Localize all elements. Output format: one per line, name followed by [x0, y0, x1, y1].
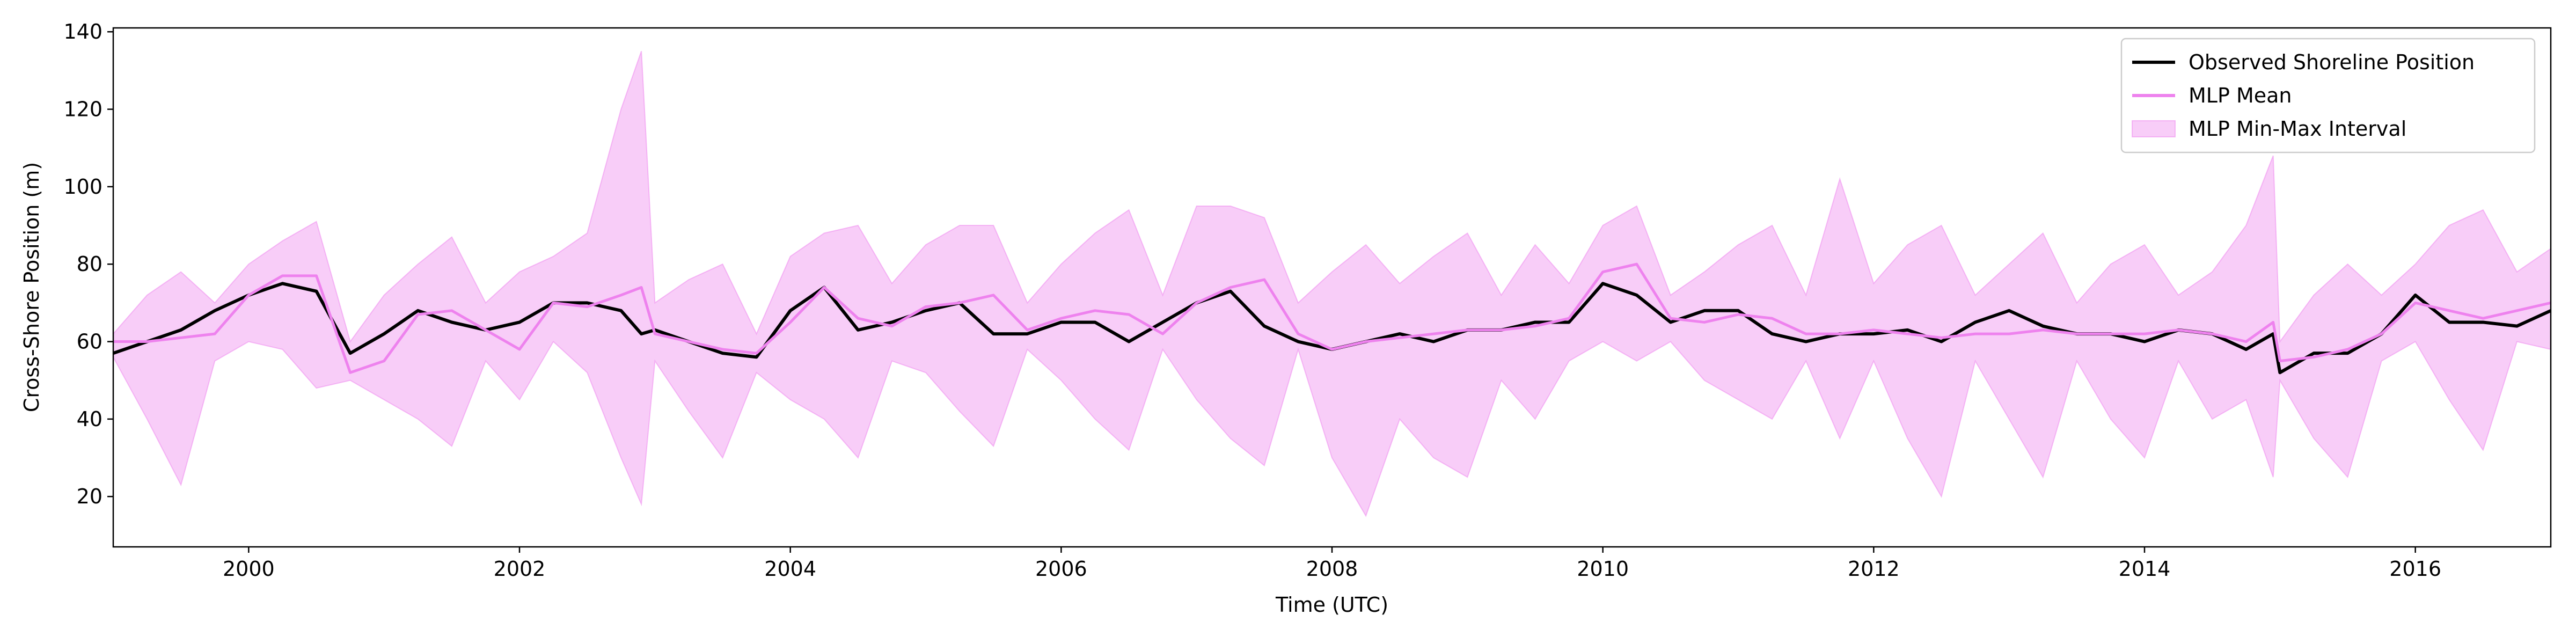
x-tick-label: 2004 — [764, 557, 816, 581]
y-tick-label: 40 — [77, 407, 103, 431]
x-tick-label: 2000 — [223, 557, 275, 581]
legend-swatch — [2132, 120, 2176, 137]
y-tick-label: 120 — [63, 98, 103, 121]
legend-box — [2120, 38, 2536, 153]
plot-area — [113, 50, 2551, 517]
legend-label: MLP Min-Max Interval — [2189, 117, 2406, 141]
y-tick-label: 80 — [77, 252, 103, 276]
x-tick-label: 2008 — [1306, 557, 1358, 581]
x-tick-label: 2016 — [2389, 557, 2441, 581]
legend-label: Observed Shoreline Position — [2189, 50, 2475, 74]
x-tick-label: 2010 — [1577, 557, 1629, 581]
y-tick-label: 20 — [77, 485, 103, 508]
x-tick-label: 2012 — [1848, 557, 1900, 581]
x-axis-label: Time (UTC) — [1275, 593, 1388, 617]
x-tick-label: 2014 — [2119, 557, 2171, 581]
interval-band — [113, 50, 2551, 517]
series-line — [113, 262, 2551, 374]
x-tick-label: 2002 — [494, 557, 546, 581]
x-tick-label: 2006 — [1035, 557, 1087, 581]
y-axis-label: Cross-Shore Position (m) — [20, 162, 43, 412]
legend-label: MLP Mean — [2189, 84, 2292, 107]
y-tick-label: 100 — [63, 175, 103, 199]
y-tick-label: 140 — [63, 20, 103, 43]
y-tick-label: 60 — [77, 330, 103, 354]
